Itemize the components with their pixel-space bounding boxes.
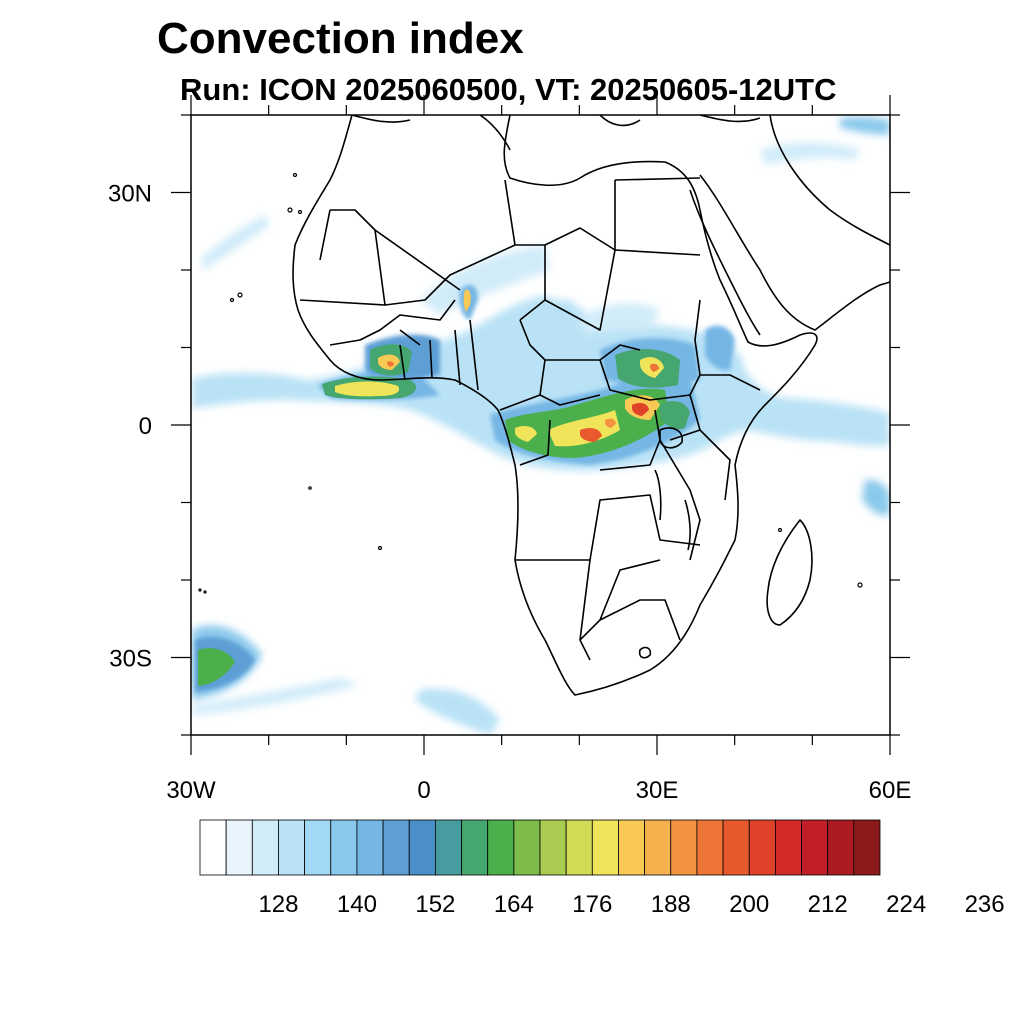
colorbar-labels: 128 140 152 164 176 188 200 212 224 236 bbox=[258, 891, 1004, 918]
lon-tick-label: 30E bbox=[636, 777, 679, 804]
colorbar-swatch bbox=[408, 819, 436, 876]
map-subtitle: Run: ICON 2025060500, VT: 20250605-12UTC bbox=[180, 72, 837, 107]
colorbar-swatch bbox=[774, 819, 802, 876]
axis-ticks bbox=[171, 95, 910, 755]
colorbar-label: 236 bbox=[965, 891, 1005, 918]
colorbar-label: 200 bbox=[729, 891, 769, 918]
lon-tick-label: 60E bbox=[869, 777, 912, 804]
colorbar-swatch bbox=[827, 819, 855, 876]
lon-tick-label: 0 bbox=[417, 777, 430, 804]
europe-coastline bbox=[351, 115, 761, 151]
arabia-coastline bbox=[699, 115, 890, 331]
colorbar-swatch bbox=[801, 819, 829, 876]
red-layer bbox=[387, 361, 659, 442]
colorbar-label: 152 bbox=[415, 891, 455, 918]
lat-tick-label: 0 bbox=[139, 413, 152, 440]
colorbar-swatch bbox=[225, 819, 253, 876]
colorbar-swatch bbox=[513, 819, 541, 876]
lake-malawi bbox=[684, 499, 691, 551]
convection-field bbox=[192, 116, 890, 735]
colorbar-swatch bbox=[278, 819, 306, 876]
central-africa-borders bbox=[499, 319, 691, 471]
islands bbox=[198, 172, 863, 594]
colorbar-label: 212 bbox=[808, 891, 848, 918]
colorbar-swatch bbox=[251, 819, 279, 876]
colorbar-swatch bbox=[591, 819, 619, 876]
southern-africa-borders bbox=[515, 494, 701, 661]
map-title: Convection index bbox=[157, 14, 524, 63]
africa-coastline bbox=[292, 115, 818, 696]
colorbar-swatch bbox=[304, 819, 332, 876]
colorbar-label: 224 bbox=[886, 891, 926, 918]
colorbar-swatch bbox=[696, 819, 724, 876]
red-sea bbox=[689, 189, 761, 336]
country-boundaries bbox=[292, 115, 890, 696]
madagascar-coastline bbox=[766, 519, 813, 626]
lake-victoria bbox=[659, 427, 683, 449]
colorbar-label: 140 bbox=[337, 891, 377, 918]
colorbar-swatch bbox=[644, 819, 672, 876]
axis-tick-labels: 30W 0 30E 60E 30N 0 30S bbox=[108, 181, 911, 805]
west-africa-borders bbox=[299, 209, 479, 391]
colorbar-swatch bbox=[539, 819, 567, 876]
colorbar bbox=[199, 819, 881, 876]
colorbar-swatch bbox=[382, 819, 410, 876]
colorbar-swatch bbox=[670, 819, 698, 876]
colorbar-swatch bbox=[461, 819, 489, 876]
colorbar-label: 188 bbox=[651, 891, 691, 918]
colorbar-swatch bbox=[199, 819, 227, 876]
colorbar-swatch bbox=[748, 819, 776, 876]
colorbar-swatch bbox=[356, 819, 384, 876]
colorbar-swatch bbox=[434, 819, 462, 876]
colorbar-label: 164 bbox=[494, 891, 534, 918]
east-africa-borders bbox=[659, 299, 761, 561]
lake-tanganyika bbox=[654, 469, 662, 521]
lat-tick-label: 30N bbox=[108, 181, 152, 208]
colorbar-swatch bbox=[565, 819, 593, 876]
colorbar-swatch bbox=[330, 819, 358, 876]
colorbar-swatch bbox=[618, 819, 646, 876]
colorbar-label: 176 bbox=[572, 891, 612, 918]
colorbar-label: 128 bbox=[258, 891, 298, 918]
colorbar-swatch bbox=[487, 819, 515, 876]
lon-tick-label: 30W bbox=[166, 777, 216, 804]
colorbar-swatch bbox=[853, 819, 881, 876]
colorbar-swatch bbox=[722, 819, 750, 876]
lat-tick-label: 30S bbox=[109, 646, 152, 673]
sahara-borders bbox=[330, 177, 701, 331]
map-area bbox=[191, 115, 890, 735]
